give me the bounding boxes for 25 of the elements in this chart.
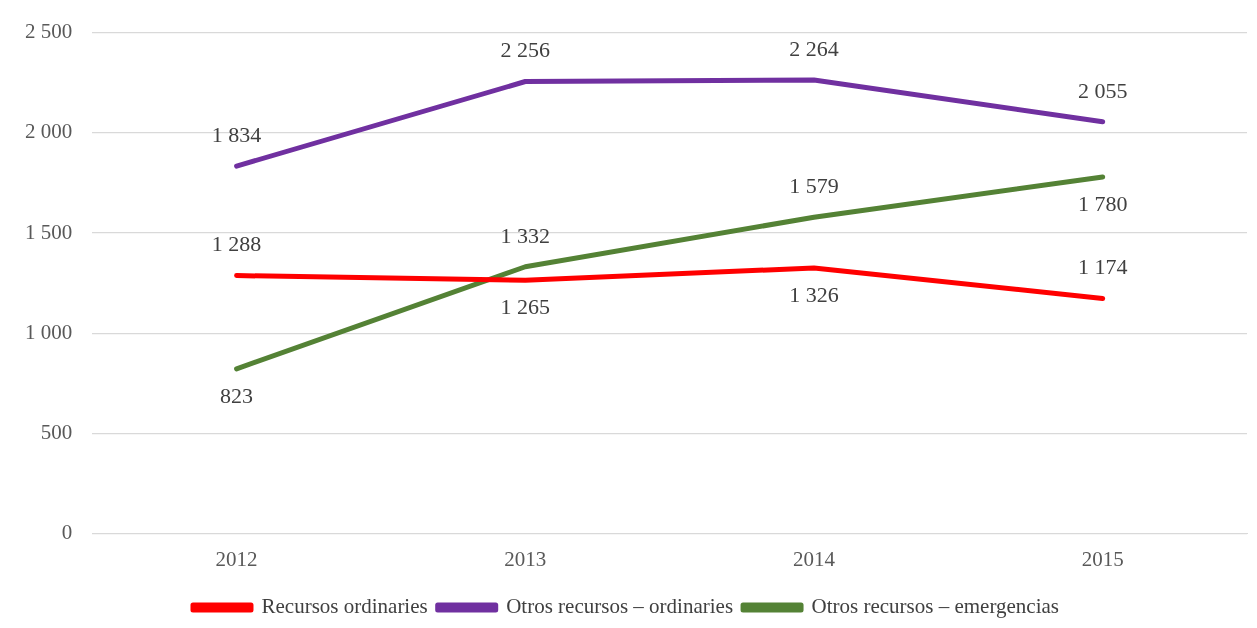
data-label: 1 265: [500, 293, 551, 319]
data-label: 2 264: [789, 35, 839, 61]
legend-label: Otros recursos – emergencias: [811, 594, 1060, 619]
x-tick-label: 2012: [215, 546, 258, 571]
data-label: 1 174: [1077, 254, 1128, 280]
y-tick-label: 0: [61, 520, 73, 545]
y-tick-label: 500: [40, 420, 73, 445]
data-label: 1 332: [500, 222, 551, 248]
data-label: 2 055: [1077, 77, 1128, 103]
data-label: 2 256: [500, 37, 551, 63]
x-tick-label: 2015: [1081, 546, 1124, 571]
x-tick-label: 2014: [792, 546, 836, 571]
data-label: 1 326: [789, 281, 839, 307]
data-label: 1 834: [211, 121, 262, 147]
y-tick-label: 1 500: [25, 219, 73, 244]
data-label: 1 780: [1077, 190, 1128, 216]
data-label: 1 288: [211, 231, 262, 257]
legend-label: Recursos ordinaries: [261, 594, 428, 619]
y-tick-label: 1 000: [25, 319, 73, 344]
legend-label: Otros recursos – ordinaries: [506, 594, 734, 619]
y-tick-label: 2 500: [25, 19, 73, 44]
x-tick-label: 2013: [504, 546, 547, 571]
data-label: 823: [220, 382, 254, 408]
data-label: 1 579: [789, 173, 839, 199]
y-tick-label: 2 000: [25, 119, 73, 144]
